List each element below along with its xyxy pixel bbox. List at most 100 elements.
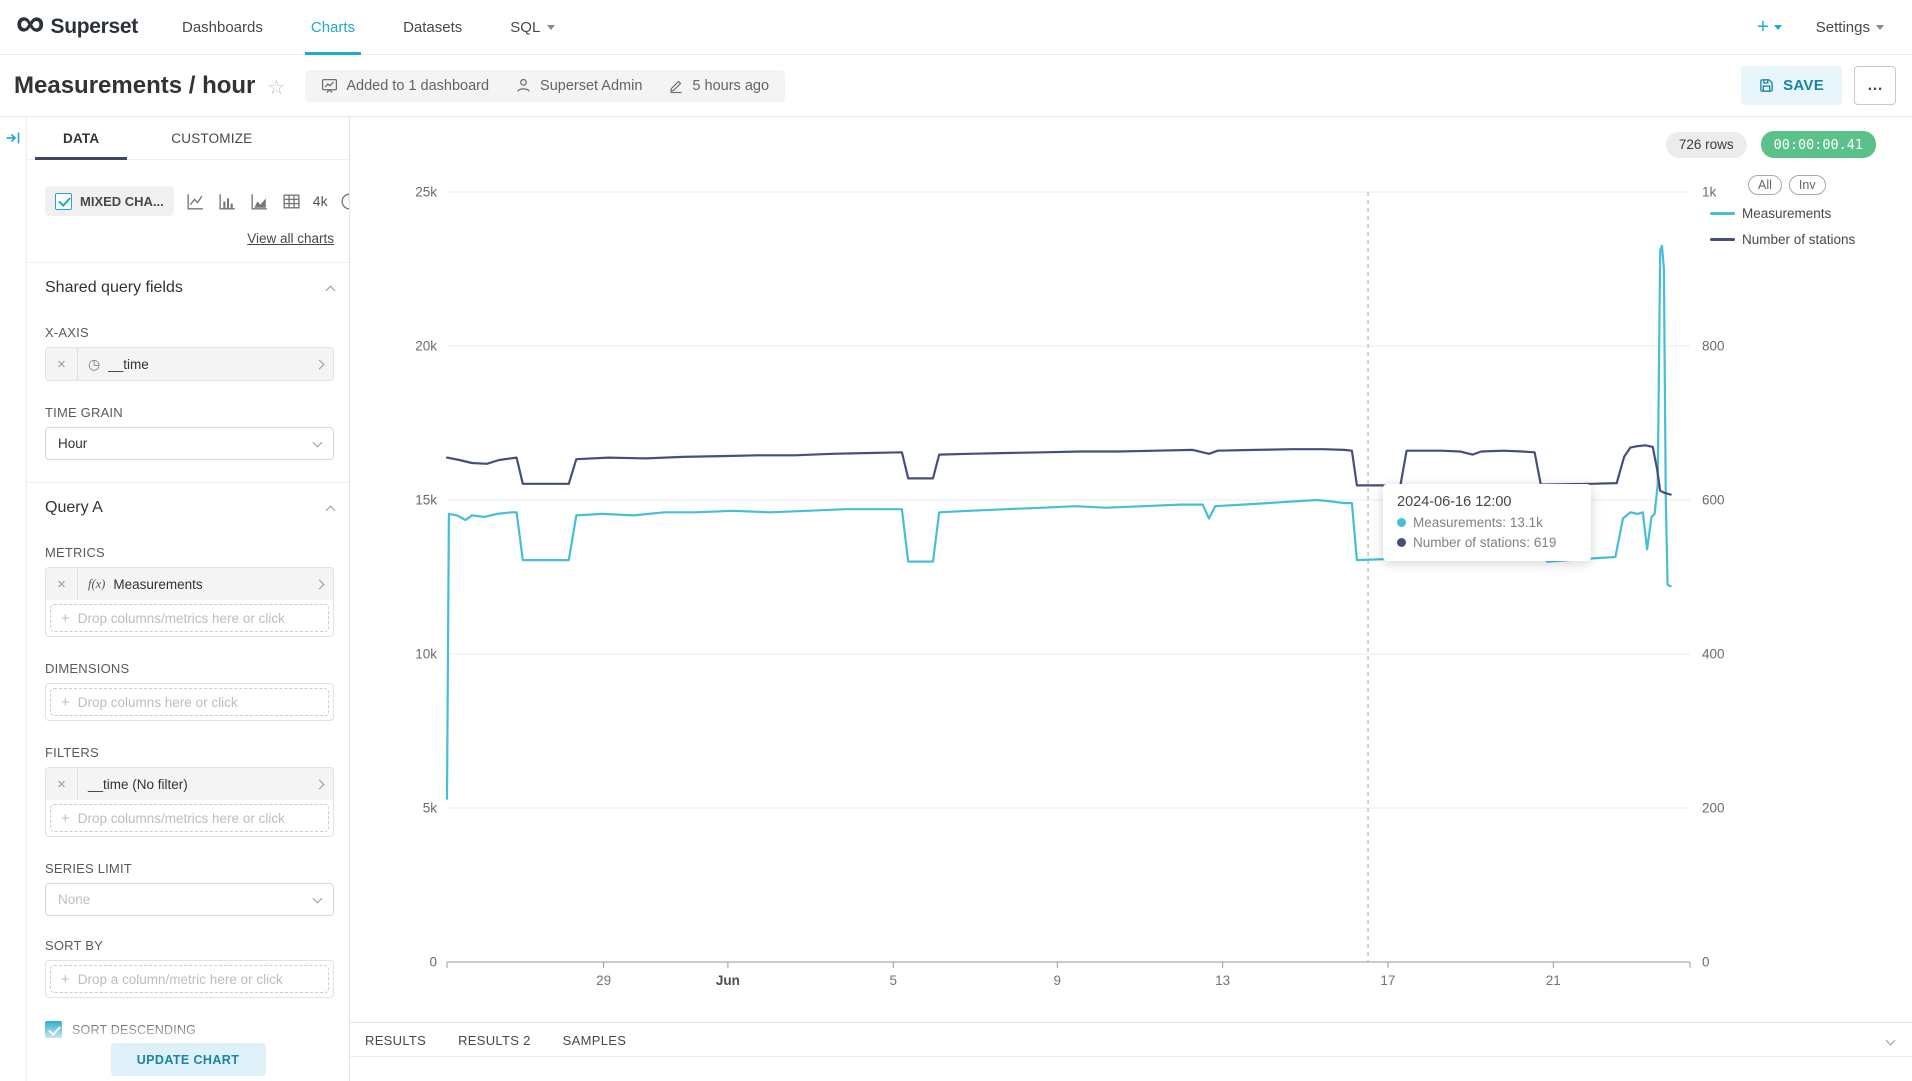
viz-type-4k[interactable]: 4k [312,193,328,209]
svg-text:Jun: Jun [716,973,740,988]
series-limit-label: SERIES LIMIT [45,861,132,876]
svg-text:800: 800 [1702,339,1725,354]
page-title: Measurements / hour [14,71,256,99]
legend-item-number-of-stations[interactable]: Number of stations [1710,232,1900,247]
last-modified-badge[interactable]: 5 hours ago [668,78,769,94]
collapse-results-button[interactable] [1885,1031,1896,1049]
save-button[interactable]: SAVE [1741,66,1842,105]
settings-menu[interactable]: Settings [1816,19,1884,36]
metrics-label: METRICS [45,545,105,560]
tab-results[interactable]: RESULTS [365,1033,427,1048]
svg-text:25k: 25k [415,185,437,200]
expand-pill-icon [314,359,325,370]
nav-item-datasets[interactable]: Datasets [403,18,463,36]
owner-badge[interactable]: Superset Admin [515,77,642,94]
filters-dropzone[interactable]: + Drop columns/metrics here or click [50,804,329,832]
dimensions-label: DIMENSIONS [45,661,130,676]
panel-scroll: MIXED CHA... [27,160,349,1081]
legend-line-icon [1710,212,1735,215]
series-dot-icon [1397,538,1406,547]
svg-text:17: 17 [1380,973,1395,988]
nav-item-dashboards[interactable]: Dashboards [181,18,263,36]
legend-item-measurements[interactable]: Measurements [1710,206,1900,221]
bar-chart-icon[interactable] [217,191,238,212]
tooltip-timestamp: 2024-06-16 12:00 [1397,494,1512,510]
dimensions-dropzone[interactable]: + Drop columns here or click [50,688,329,716]
nav-item-sql[interactable]: SQL [486,0,579,55]
x-axis-control: × ◷ __time [45,347,334,381]
dimensions-control: + Drop columns here or click [45,683,334,721]
plus-icon: + [61,809,70,827]
tab-customize[interactable]: CUSTOMIZE [171,130,253,146]
dashboard-board-icon [322,79,338,93]
time-grain-select[interactable]: Hour [45,427,334,460]
legend-inv-button[interactable]: Inv [1788,175,1826,195]
tab-data[interactable]: DATA [27,117,135,160]
results-panel: RESULTS RESULTS 2 SAMPLES [350,1022,1912,1081]
plus-caret-icon [1773,24,1782,30]
chart-meta-badges: Added to 1 dashboard Superset Admin 5 ho… [305,69,786,102]
viz-checkbox-icon [55,192,72,210]
chart-tooltip: 2024-06-16 12:00 Measurements: 13.1k Num… [1383,484,1591,561]
query-a-header[interactable]: Query A [45,499,336,517]
legend-line-icon [1710,238,1735,241]
shared-query-fields-header[interactable]: Shared query fields [45,279,336,297]
svg-text:5: 5 [889,973,897,988]
legend-all-button[interactable]: All [1748,175,1782,195]
svg-text:21: 21 [1546,973,1561,988]
svg-text:600: 600 [1702,493,1725,508]
svg-text:400: 400 [1702,647,1725,662]
table-icon[interactable] [281,191,302,212]
line-chart-icon[interactable] [185,191,206,212]
divider [27,262,349,263]
svg-text:5k: 5k [423,801,438,816]
svg-text:10k: 10k [415,647,437,662]
area-chart-icon[interactable] [249,191,270,212]
mixed-timeseries-chart[interactable]: 25k 1k 20k 800 15k 600 10k 400 5k 200 0 0 29 Jun 5 9 13 1… [350,117,1912,1022]
sort-by-label: SORT BY [45,938,103,953]
collapse-panel-button[interactable] [4,129,22,147]
chart-canvas-area: 25k 1k 20k 800 15k 600 10k 400 5k 200 0 0 29 Jun 5 9 13 1… [350,117,1912,1022]
viz-type-selected[interactable]: MIXED CHA... [45,186,174,216]
metrics-dropzone[interactable]: + Drop columns/metrics here or click [50,604,329,632]
svg-text:29: 29 [596,973,611,988]
settings-caret-icon [1876,24,1884,30]
pie-chart-icon[interactable] [339,191,349,212]
clock-icon: ◷ [88,355,101,372]
tooltip-row-measurements: Measurements: 13.1k [1397,515,1577,530]
sort-by-dropzone[interactable]: + Drop a column/metric here or click [50,965,329,993]
data-panel: DATA CUSTOMIZE MIXED CHA... [27,117,350,1081]
collapse-section-icon [325,505,336,515]
remove-filter-icon[interactable]: × [46,768,78,800]
plus-icon: + [61,609,70,627]
select-caret-icon [312,437,323,447]
remove-metric-icon[interactable]: × [46,568,78,600]
svg-text:9: 9 [1054,973,1062,988]
remove-x-axis-icon[interactable]: × [46,348,78,380]
tooltip-row-stations: Number of stations: 619 [1397,535,1577,550]
tab-samples[interactable]: SAMPLES [562,1033,627,1048]
top-navbar: ∞ Superset Dashboards Charts Datasets SQ… [0,0,1912,55]
select-caret-icon [312,893,323,903]
metric-pill[interactable]: × f(x) Measurements [46,568,333,600]
time-grain-label: TIME GRAIN [45,405,123,420]
sort-by-control: + Drop a column/metric here or click [45,960,334,998]
series-dot-icon [1397,518,1406,527]
superset-logo[interactable]: ∞ Superset [0,3,158,43]
dashboards-badge[interactable]: Added to 1 dashboard [321,77,489,94]
x-axis-pill[interactable]: × ◷ __time [46,348,333,380]
more-actions-button[interactable]: … [1854,66,1896,105]
new-item-button[interactable]: + [1757,16,1782,39]
nav-item-charts[interactable]: Charts [287,0,379,55]
filter-pill[interactable]: × __time (No filter) [46,768,333,800]
series-limit-select[interactable]: None [45,883,334,916]
chart-header: Measurements / hour ☆ Added to 1 dashboa… [0,55,1912,117]
update-chart-button[interactable]: UPDATE CHART [110,1043,266,1076]
tab-results-2[interactable]: RESULTS 2 [458,1033,531,1048]
panel-footer: UPDATE CHART [27,1019,349,1081]
filters-label: FILTERS [45,745,99,760]
edit-pencil-icon [670,80,682,93]
view-all-charts-link[interactable]: View all charts [247,231,334,246]
favorite-star-icon[interactable]: ☆ [267,77,286,99]
